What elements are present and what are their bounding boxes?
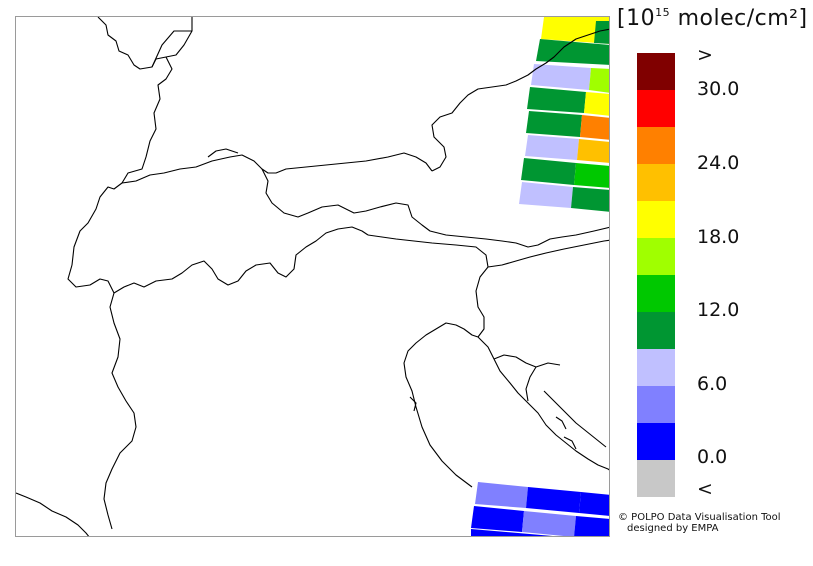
legend-unit-label: [1015 molec/cm²] (617, 6, 808, 31)
legend-swatch (637, 349, 675, 386)
credit-text: © POLPO Data Visualisation Tool designed… (618, 512, 781, 534)
legend-swatch (637, 164, 675, 201)
unit-exponent: 15 (655, 6, 671, 19)
legend-swatch (637, 127, 675, 164)
unit-suffix: molec/cm²] (670, 6, 808, 31)
satellite-swath-bottom (471, 482, 609, 536)
legend-swatch (637, 53, 675, 90)
map-canvas (16, 17, 609, 536)
legend-under-label: < (697, 478, 713, 500)
legend-tick-6: 6.0 (697, 373, 728, 395)
legend-swatch (637, 312, 675, 349)
credit-line-2: designed by EMPA (627, 523, 719, 534)
satellite-swath-top (519, 17, 609, 212)
legend-tick-18: 18.0 (697, 226, 740, 248)
legend-swatch (637, 275, 675, 312)
color-legend (637, 53, 675, 497)
country-borders (16, 17, 609, 536)
legend-swatch (637, 201, 675, 238)
legend-swatch (637, 423, 675, 460)
legend-over-label: > (697, 44, 713, 66)
legend-swatch (637, 90, 675, 127)
map-panel[interactable] (15, 16, 610, 537)
unit-prefix: [10 (617, 6, 656, 31)
legend-tick-12: 12.0 (697, 299, 740, 321)
legend-swatch (637, 386, 675, 423)
legend-tick-24: 24.0 (697, 152, 740, 174)
legend-tick-30: 30.0 (697, 78, 740, 100)
legend-swatch (637, 238, 675, 275)
legend-tick-0: 0.0 (697, 446, 728, 468)
legend-swatch (637, 460, 675, 497)
credit-line-1: © POLPO Data Visualisation Tool (618, 512, 781, 523)
